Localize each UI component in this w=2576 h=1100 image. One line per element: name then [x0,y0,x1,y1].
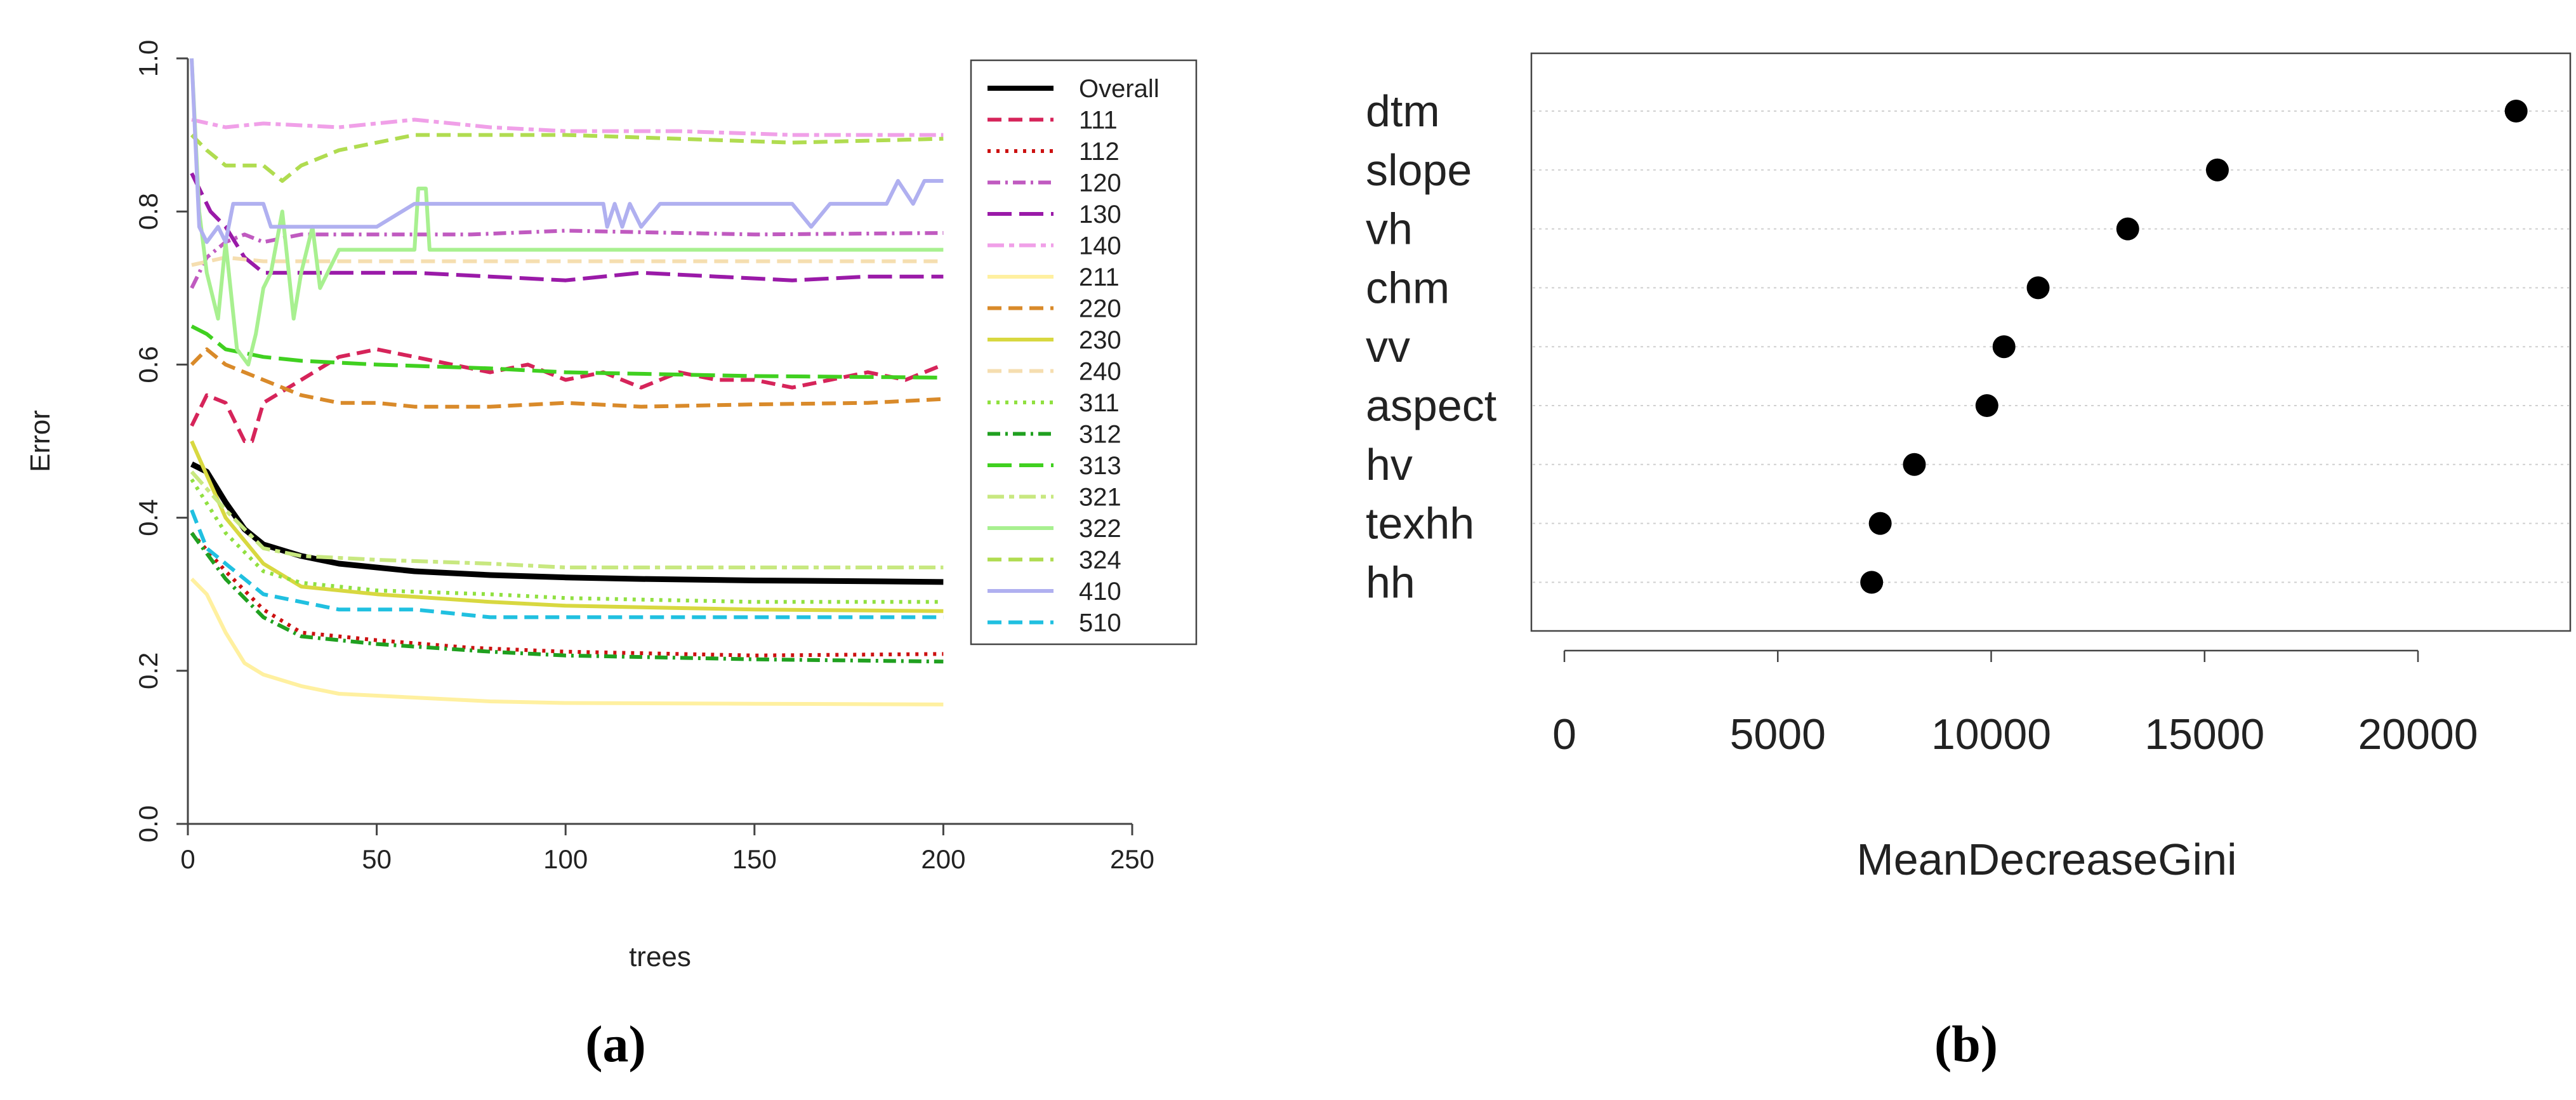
panel-a-x-label: trees [629,941,691,972]
series-line-321 [190,470,944,569]
panel-a-y-label: Error [25,410,56,472]
panel-a-legend-box [970,59,1198,646]
variable-label-hh: hh [1366,557,1415,607]
x-tick-label: 20000 [2358,710,2478,759]
point-vh [2116,217,2139,241]
variable-label-hv: hv [1366,440,1413,489]
legend-label-112: 112 [1079,138,1120,166]
series-line-120 [190,229,944,289]
series-line-324 [190,133,944,183]
x-tick-label: 0 [1552,710,1576,759]
panel-a-error-chart: 0 50 100 150 200 250 0.0 0.2 0.4 0.6 0.8 1.0 trees… [25,40,1198,1073]
legend-label-510: 510 [1079,609,1121,637]
x-tick-label: 15000 [2144,710,2264,759]
series-line-130 [190,172,944,282]
x-tick-label: 5000 [1730,710,1826,759]
legend-label-311: 311 [1079,389,1120,417]
y-tick-label: 0.6 [133,346,163,383]
panel-a-y-ticks: 0.0 0.2 0.4 0.6 0.8 1.0 [133,40,188,842]
panel-b-label: (b) [1934,1015,1998,1073]
variable-label-chm: chm [1366,263,1450,312]
panel-a-legend: Overall 111 112 120 130 140 211 220 230 240 311 312… [970,59,1198,646]
panel-b-x-label: MeanDecreaseGini [1856,835,2236,884]
series-line-311 [190,478,944,604]
variable-label-texhh: texhh [1366,499,1474,548]
legend-label-130: 130 [1079,201,1121,229]
legend-label-120: 120 [1079,169,1121,197]
point-chm [2026,276,2050,300]
panel-b-gini-chart: 0 5000 10000 15000 20000 dtm slope vh chm vv aspe… [1366,52,2572,1073]
series-line-overall [190,461,944,585]
point-hv [1903,453,1926,476]
series-line-313 [190,324,944,380]
panel-b-variable-labels: dtm slope vh chm vv aspect hv texhh hh [1366,86,1496,607]
variable-label-dtm: dtm [1366,86,1440,136]
series-line-510 [190,509,944,620]
series-line-230 [190,440,944,613]
y-tick-label: 0.4 [133,499,163,536]
variable-label-vh: vh [1366,204,1413,254]
y-tick-label: 0.0 [133,805,163,842]
panel-a-x-ticks: 0 50 100 150 200 250 [180,824,1154,874]
legend-label-321: 321 [1079,484,1121,512]
y-tick-label: 0.2 [133,653,163,689]
panel-b-x-ticks: 0 5000 10000 15000 20000 [1552,651,2478,759]
legend-label-140: 140 [1079,232,1121,260]
panel-b-points [1860,100,2528,594]
point-dtm [2504,100,2528,123]
x-tick-label: 0 [180,844,195,874]
point-vv [1992,335,2016,359]
variable-label-vv: vv [1366,322,1410,371]
variable-label-slope: slope [1366,145,1472,195]
point-texhh [1868,512,1892,535]
x-tick-label: 150 [732,844,777,874]
legend-label-312: 312 [1079,421,1121,449]
legend-label-230: 230 [1079,326,1121,354]
series-line-112 [190,531,944,658]
panel-b-plot-frame [1530,52,2572,632]
y-tick-label: 1.0 [133,40,163,77]
y-tick-label: 0.8 [133,193,163,230]
point-aspect [1975,394,1998,417]
series-line-211 [190,577,944,706]
point-hh [1860,571,1884,594]
series-line-140 [191,117,944,137]
legend-label-322: 322 [1079,515,1121,543]
legend-label-313: 313 [1079,452,1121,480]
legend-label-overall: Overall [1079,75,1159,103]
legend-label-324: 324 [1079,547,1121,574]
legend-label-410: 410 [1079,578,1121,606]
x-tick-label: 100 [543,844,588,874]
x-tick-label: 200 [921,844,965,874]
series-line-220 [190,347,944,409]
legend-label-240: 240 [1079,358,1121,386]
x-tick-label: 250 [1110,844,1154,874]
legend-label-211: 211 [1079,263,1120,291]
series-line-240 [191,255,944,267]
series-line-410 [190,58,944,244]
legend-label-111: 111 [1079,107,1118,135]
panel-a-label: (a) [585,1015,646,1073]
x-tick-label: 10000 [1931,710,2051,759]
series-line-312 [190,531,944,664]
variable-label-aspect: aspect [1366,381,1496,430]
panel-a-series [190,58,944,706]
point-slope [2205,158,2229,182]
panel-b-gridlines [1533,110,2569,583]
series-line-322 [190,58,944,367]
legend-label-220: 220 [1079,295,1121,323]
x-tick-label: 50 [362,844,392,874]
